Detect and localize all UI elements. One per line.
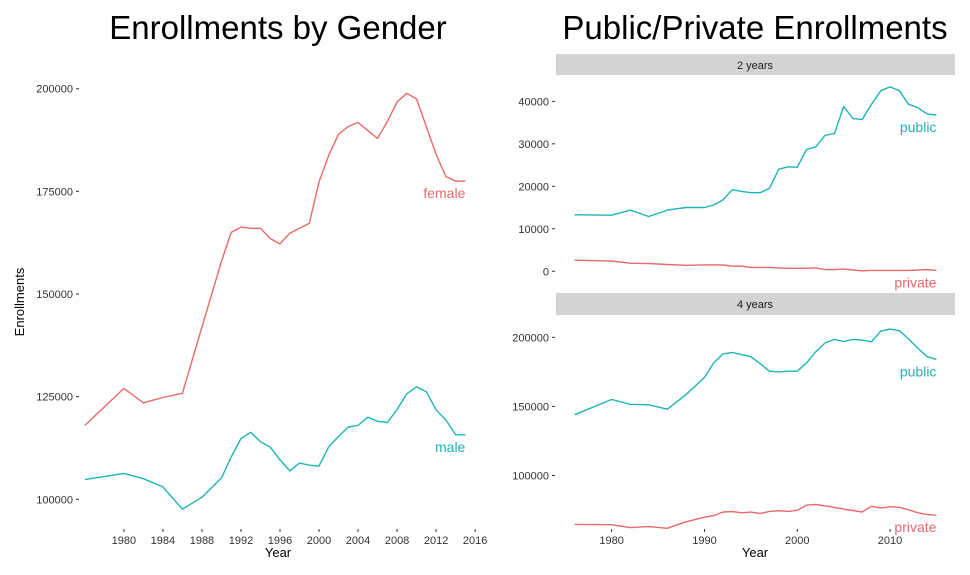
y-tick-label: 40000 — [518, 96, 549, 108]
series-line-female — [84, 92, 466, 426]
chart-title-public-private: Public/Private Enrollments — [562, 9, 947, 46]
series-line-private — [574, 503, 937, 529]
series-label-public: public — [900, 119, 937, 135]
x-tick-label: 2008 — [385, 535, 409, 547]
x-tick-label: 2000 — [785, 535, 809, 547]
y-tick-label: 100000 — [512, 471, 549, 483]
x-tick-label: 1988 — [190, 535, 214, 547]
x-tick-label: 1980 — [112, 535, 136, 547]
gender-plot-area: 100000 125000 150000 175000 200000 1980 1984 19… — [36, 84, 487, 547]
x-tick-label: 2000 — [307, 535, 331, 547]
x-tick-label: 1996 — [268, 535, 292, 547]
facet-2-years: 2 years 0 10000 20000 30000 40000 public priva… — [518, 54, 955, 290]
series-line-public — [574, 328, 937, 416]
y-tick-label: 150000 — [36, 289, 73, 301]
y-tick-label: 150000 — [512, 401, 549, 413]
facet-4-years: 4 years 100000 150000 200000 1980 1990 2000 20… — [512, 293, 955, 547]
series-label-female: female — [423, 185, 465, 201]
y-tick-label: 200000 — [512, 332, 549, 344]
x-tick-label: 2012 — [424, 535, 448, 547]
series-line-private — [574, 259, 937, 272]
enrollments-by-gender-chart: Enrollments by Gender Year Enrollments 1… — [12, 9, 487, 560]
facet-strip-2-years — [556, 54, 955, 75]
x-tick-label: 1984 — [151, 535, 175, 547]
x-tick-label: 2016 — [463, 535, 487, 547]
facet-strip-label-2-years: 2 years — [737, 60, 774, 72]
x-axis-title-gender: Year — [265, 545, 292, 560]
y-tick-label: 30000 — [518, 139, 549, 151]
y-tick-label: 175000 — [36, 186, 73, 198]
facet-strip-label-4-years: 4 years — [737, 299, 774, 311]
public-private-enrollments-chart: Public/Private Enrollments Year 2 years … — [512, 9, 955, 560]
x-axis-title-public-private: Year — [742, 545, 769, 560]
series-label-private: private — [894, 274, 936, 290]
series-label-male: male — [435, 439, 466, 455]
x-tick-label: 2010 — [878, 535, 902, 547]
y-tick-label: 125000 — [36, 392, 73, 404]
chart-title-gender: Enrollments by Gender — [109, 9, 447, 46]
x-tick-label: 1992 — [229, 535, 253, 547]
series-line-public — [574, 86, 937, 218]
y-tick-label: 20000 — [518, 181, 549, 193]
y-tick-label: 10000 — [518, 224, 549, 236]
y-tick-label: 0 — [543, 266, 549, 278]
y-tick-label: 100000 — [36, 494, 73, 506]
y-tick-label: 200000 — [36, 84, 73, 96]
x-tick-label: 1980 — [599, 535, 623, 547]
series-label-public: public — [900, 363, 937, 379]
x-tick-label: 1990 — [692, 535, 716, 547]
facet-strip-4-years — [556, 293, 955, 315]
series-line-male — [84, 386, 466, 510]
series-label-private: private — [894, 519, 936, 535]
x-tick-label: 2004 — [346, 535, 370, 547]
facet-4-years-plot-area: 100000 150000 200000 1980 1990 2000 2010 public… — [512, 328, 937, 547]
y-axis-title-gender: Enrollments — [12, 267, 27, 336]
facet-2-years-plot-area: 0 10000 20000 30000 40000 public private — [518, 86, 937, 290]
